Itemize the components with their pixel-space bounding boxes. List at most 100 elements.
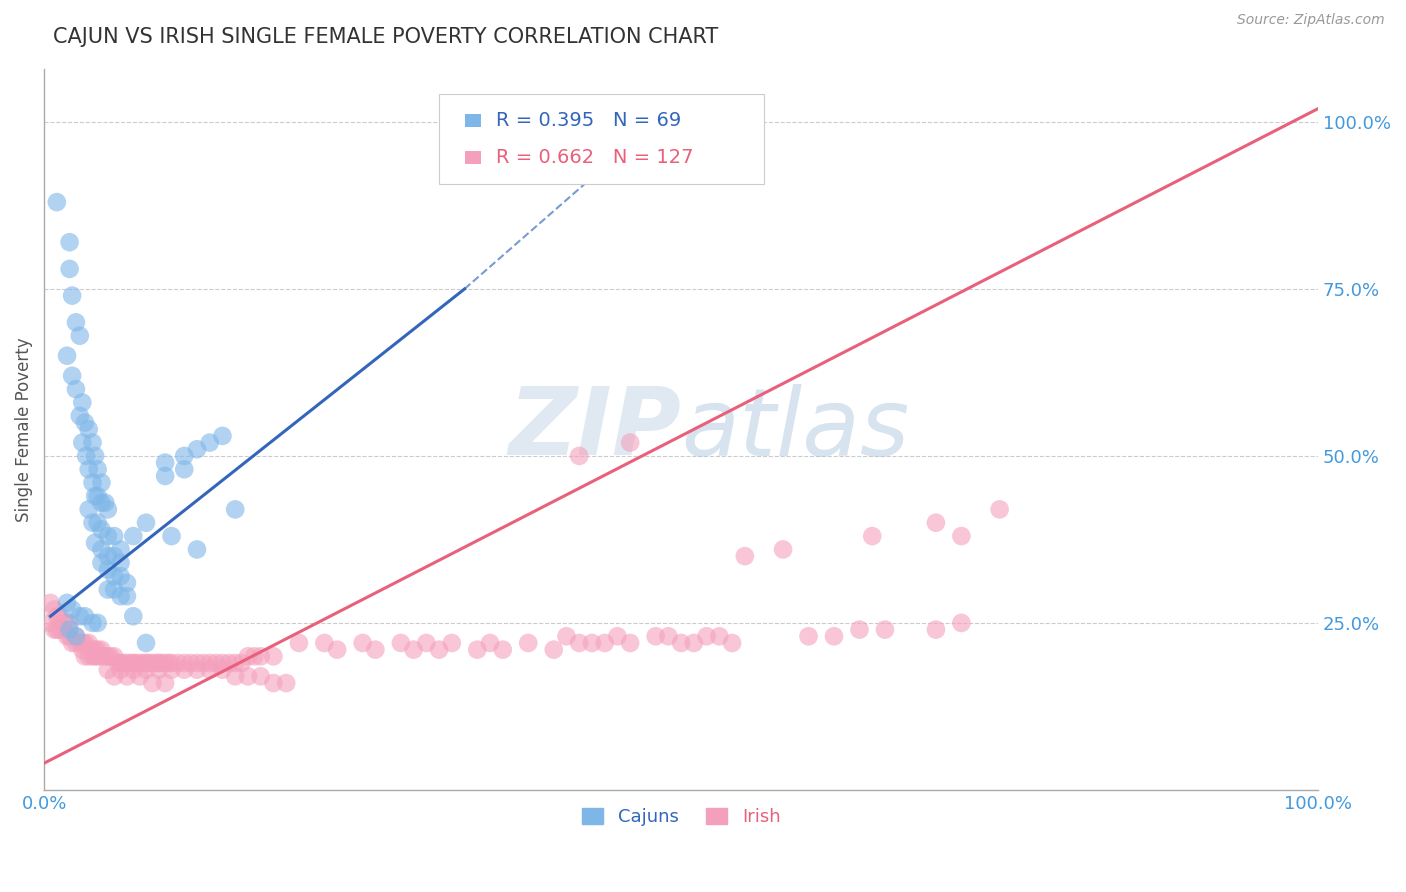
Irish bbox=[58, 629, 80, 643]
Irish bbox=[90, 649, 112, 664]
Cajuns bbox=[103, 549, 125, 563]
FancyBboxPatch shape bbox=[464, 151, 481, 163]
Irish bbox=[619, 435, 641, 450]
Cajuns bbox=[103, 582, 125, 597]
Cajuns bbox=[84, 535, 107, 549]
Irish bbox=[125, 656, 148, 670]
Irish bbox=[224, 669, 246, 683]
Irish bbox=[65, 636, 87, 650]
Irish bbox=[734, 549, 756, 563]
Irish bbox=[52, 615, 75, 630]
Cajuns bbox=[103, 569, 125, 583]
Irish bbox=[77, 649, 100, 664]
Irish bbox=[492, 642, 515, 657]
Irish bbox=[72, 636, 94, 650]
Cajuns bbox=[110, 542, 132, 557]
Cajuns bbox=[56, 349, 79, 363]
Irish bbox=[657, 629, 679, 643]
Cajuns bbox=[84, 489, 107, 503]
Irish bbox=[873, 623, 896, 637]
Irish bbox=[198, 656, 221, 670]
Irish bbox=[39, 596, 62, 610]
Cajuns bbox=[86, 615, 108, 630]
Cajuns bbox=[45, 195, 67, 210]
Cajuns bbox=[60, 288, 83, 302]
Irish bbox=[224, 656, 246, 670]
Cajuns bbox=[60, 602, 83, 616]
Cajuns bbox=[110, 569, 132, 583]
Irish bbox=[107, 656, 129, 670]
Irish bbox=[988, 502, 1011, 516]
Cajuns bbox=[122, 609, 145, 624]
Irish bbox=[465, 642, 488, 657]
Cajuns bbox=[73, 609, 96, 624]
Irish bbox=[157, 656, 180, 670]
Cajuns bbox=[110, 589, 132, 603]
Irish bbox=[132, 656, 155, 670]
Irish bbox=[249, 649, 271, 664]
Cajuns bbox=[86, 462, 108, 476]
Legend: Cajuns, Irish: Cajuns, Irish bbox=[572, 798, 790, 835]
Cajuns bbox=[94, 496, 117, 510]
Irish bbox=[581, 636, 603, 650]
Irish bbox=[925, 516, 948, 530]
Irish bbox=[288, 636, 311, 650]
Irish bbox=[94, 649, 117, 664]
Irish bbox=[415, 636, 437, 650]
Cajuns bbox=[90, 496, 112, 510]
Irish bbox=[543, 642, 565, 657]
Cajuns bbox=[103, 529, 125, 543]
Irish bbox=[517, 636, 540, 650]
Irish bbox=[389, 636, 412, 650]
Irish bbox=[427, 642, 450, 657]
Cajuns bbox=[173, 449, 195, 463]
Irish bbox=[103, 669, 125, 683]
Cajuns bbox=[65, 315, 87, 329]
Irish bbox=[402, 642, 425, 657]
Irish bbox=[231, 656, 253, 670]
FancyBboxPatch shape bbox=[464, 114, 481, 127]
Irish bbox=[153, 676, 176, 690]
Irish bbox=[60, 636, 83, 650]
Irish bbox=[97, 649, 120, 664]
Irish bbox=[193, 656, 215, 670]
Cajuns bbox=[69, 609, 91, 624]
Irish bbox=[249, 669, 271, 683]
Irish bbox=[683, 636, 706, 650]
Y-axis label: Single Female Poverty: Single Female Poverty bbox=[15, 337, 32, 522]
Cajuns bbox=[97, 562, 120, 576]
Irish bbox=[145, 656, 167, 670]
Irish bbox=[48, 609, 70, 624]
Irish bbox=[243, 649, 266, 664]
Irish bbox=[669, 636, 692, 650]
Cajuns bbox=[77, 422, 100, 436]
Irish bbox=[211, 656, 233, 670]
Cajuns bbox=[84, 449, 107, 463]
Cajuns bbox=[77, 462, 100, 476]
Irish bbox=[860, 529, 883, 543]
Cajuns bbox=[153, 469, 176, 483]
Irish bbox=[150, 656, 173, 670]
Irish bbox=[276, 676, 298, 690]
Cajuns bbox=[186, 442, 208, 457]
Irish bbox=[148, 656, 170, 670]
Cajuns bbox=[115, 575, 138, 590]
Irish bbox=[45, 609, 67, 624]
Irish bbox=[797, 629, 820, 643]
Irish bbox=[205, 656, 228, 670]
Cajuns bbox=[97, 549, 120, 563]
Cajuns bbox=[58, 261, 80, 276]
Irish bbox=[110, 663, 132, 677]
Irish bbox=[56, 615, 79, 630]
Irish bbox=[86, 642, 108, 657]
Cajuns bbox=[65, 382, 87, 396]
Irish bbox=[568, 636, 591, 650]
Irish bbox=[52, 623, 75, 637]
Cajuns bbox=[186, 542, 208, 557]
Irish bbox=[115, 669, 138, 683]
Irish bbox=[138, 656, 160, 670]
Cajuns bbox=[115, 589, 138, 603]
Cajuns bbox=[224, 502, 246, 516]
Irish bbox=[326, 642, 349, 657]
Irish bbox=[186, 663, 208, 677]
